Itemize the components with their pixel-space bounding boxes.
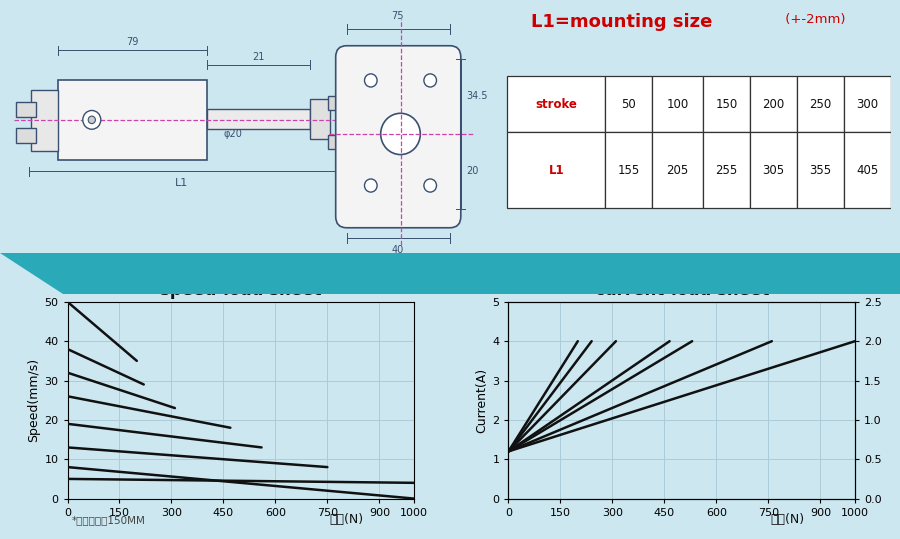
Text: L1=mounting size: L1=mounting size xyxy=(531,13,712,31)
Bar xyxy=(750,77,797,132)
Text: 40: 40 xyxy=(392,245,404,254)
Text: *测试行程：150MM: *测试行程：150MM xyxy=(72,515,146,526)
Bar xyxy=(32,90,58,151)
Circle shape xyxy=(424,74,436,87)
Circle shape xyxy=(424,179,436,192)
Text: 21: 21 xyxy=(252,52,265,61)
Circle shape xyxy=(88,116,95,123)
Text: 200: 200 xyxy=(762,98,785,110)
Text: 34.5: 34.5 xyxy=(466,92,488,101)
Text: 负载(N): 负载(N) xyxy=(770,513,805,526)
Bar xyxy=(844,132,891,208)
Bar xyxy=(844,77,891,132)
Text: (+-2mm): (+-2mm) xyxy=(781,13,846,26)
Bar xyxy=(750,132,797,208)
Text: 150: 150 xyxy=(716,98,738,110)
Text: 255: 255 xyxy=(716,163,738,177)
Text: 355: 355 xyxy=(809,163,832,177)
Title: speed-load sheet: speed-load sheet xyxy=(160,281,321,299)
Text: 205: 205 xyxy=(667,163,688,177)
Bar xyxy=(16,102,36,117)
Title: current-load sheet: current-load sheet xyxy=(595,281,769,299)
Bar xyxy=(605,132,652,208)
Bar xyxy=(16,128,36,143)
FancyBboxPatch shape xyxy=(336,46,461,228)
Bar xyxy=(797,132,844,208)
Circle shape xyxy=(364,179,377,192)
Y-axis label: Current(A): Current(A) xyxy=(475,368,488,433)
Bar xyxy=(703,132,750,208)
Text: φ20: φ20 xyxy=(223,129,242,139)
Text: 79: 79 xyxy=(126,37,139,47)
Text: 75: 75 xyxy=(392,11,404,22)
Bar xyxy=(58,80,207,160)
Text: 20: 20 xyxy=(466,167,479,176)
Circle shape xyxy=(83,110,101,129)
Text: 405: 405 xyxy=(857,163,878,177)
Text: 50: 50 xyxy=(621,98,636,110)
Text: 负载(N): 负载(N) xyxy=(329,513,364,526)
Bar xyxy=(328,135,340,149)
Text: stroke: stroke xyxy=(536,98,577,110)
Bar xyxy=(797,77,844,132)
Text: L1: L1 xyxy=(548,163,564,177)
Circle shape xyxy=(364,74,377,87)
Text: L1: L1 xyxy=(176,178,188,188)
Bar xyxy=(508,77,605,132)
Bar xyxy=(207,108,310,129)
Text: 250: 250 xyxy=(809,98,832,110)
Bar xyxy=(652,132,703,208)
Polygon shape xyxy=(0,253,900,294)
Bar xyxy=(508,132,605,208)
Bar xyxy=(605,77,652,132)
Y-axis label: Speed(mm/s): Speed(mm/s) xyxy=(27,358,40,443)
Text: 12VDC: 12VDC xyxy=(516,284,554,294)
Text: 300: 300 xyxy=(857,98,878,110)
Bar xyxy=(310,99,330,139)
Text: 155: 155 xyxy=(617,163,640,177)
Text: 305: 305 xyxy=(762,163,785,177)
Circle shape xyxy=(381,113,420,155)
Text: 24VDC: 24VDC xyxy=(810,284,848,294)
Bar xyxy=(703,77,750,132)
Bar xyxy=(652,77,703,132)
Bar xyxy=(328,96,340,110)
Text: 100: 100 xyxy=(667,98,688,110)
